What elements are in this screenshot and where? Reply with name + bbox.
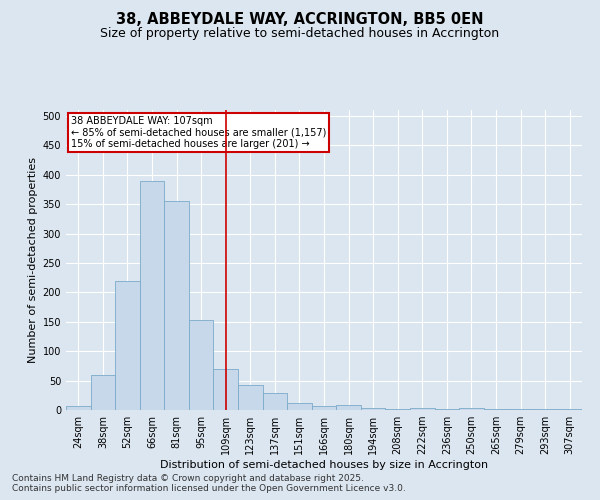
Text: Contains HM Land Registry data © Crown copyright and database right 2025.: Contains HM Land Registry data © Crown c… (12, 474, 364, 483)
Bar (263, 393, 287, 410)
Bar (189, 320, 214, 410)
Text: Size of property relative to semi-detached houses in Accrington: Size of property relative to semi-detach… (100, 28, 500, 40)
Text: 38 ABBEYDALE WAY: 107sqm
← 85% of semi-detached houses are smaller (1,157)
15% o: 38 ABBEYDALE WAY: 107sqm ← 85% of semi-d… (71, 116, 326, 149)
Bar (115, 280, 140, 410)
X-axis label: Distribution of semi-detached houses by size in Accrington: Distribution of semi-detached houses by … (160, 460, 488, 470)
Bar (287, 403, 312, 410)
Bar (410, 408, 434, 410)
Bar (238, 386, 263, 410)
Bar (214, 369, 238, 410)
Bar (385, 409, 410, 410)
Text: Contains public sector information licensed under the Open Government Licence v3: Contains public sector information licen… (12, 484, 406, 493)
Text: 38, ABBEYDALE WAY, ACCRINGTON, BB5 0EN: 38, ABBEYDALE WAY, ACCRINGTON, BB5 0EN (116, 12, 484, 28)
Bar (336, 404, 361, 410)
Bar (164, 201, 189, 410)
Bar (434, 409, 459, 410)
Bar (91, 376, 115, 410)
Bar (459, 408, 484, 410)
Bar (140, 180, 164, 410)
Y-axis label: Number of semi-detached properties: Number of semi-detached properties (28, 157, 38, 363)
Bar (361, 408, 385, 410)
Bar (66, 406, 91, 410)
Bar (312, 406, 336, 410)
